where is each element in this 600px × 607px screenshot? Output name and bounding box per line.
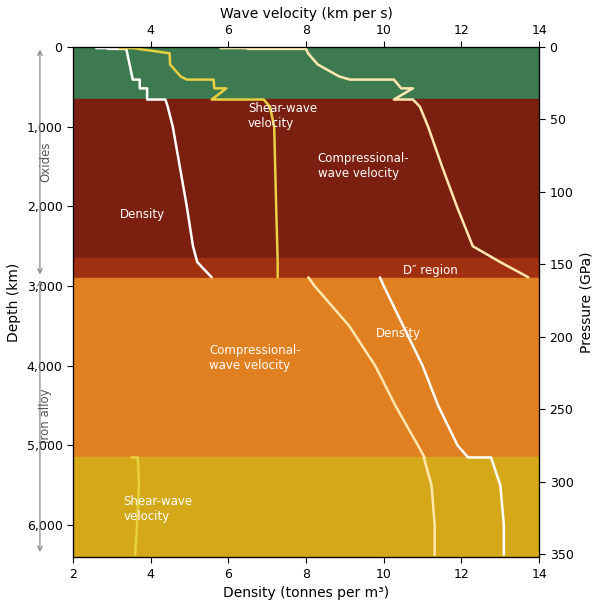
Bar: [73, 258, 539, 278]
X-axis label: Density (tonnes per m³): Density (tonnes per m³): [223, 586, 389, 600]
Text: Shear-wave
velocity: Shear-wave velocity: [124, 495, 193, 523]
Y-axis label: Pressure (GPa): Pressure (GPa): [579, 251, 593, 353]
Text: Density: Density: [119, 208, 164, 221]
X-axis label: Wave velocity (km per s): Wave velocity (km per s): [220, 7, 392, 21]
Bar: [73, 278, 539, 458]
Y-axis label: Depth (km): Depth (km): [7, 262, 21, 342]
Text: Oxides: Oxides: [40, 142, 52, 182]
Bar: [73, 458, 539, 557]
Text: D″ region: D″ region: [403, 263, 458, 277]
Text: Iron alloy: Iron alloy: [40, 388, 52, 443]
Text: Compressional-
wave velocity: Compressional- wave velocity: [318, 152, 409, 180]
Text: Compressional-
wave velocity: Compressional- wave velocity: [209, 344, 301, 372]
Bar: [73, 47, 539, 99]
Text: Density: Density: [376, 327, 421, 341]
Bar: [73, 99, 539, 258]
Text: Shear-wave
velocity: Shear-wave velocity: [248, 102, 317, 131]
